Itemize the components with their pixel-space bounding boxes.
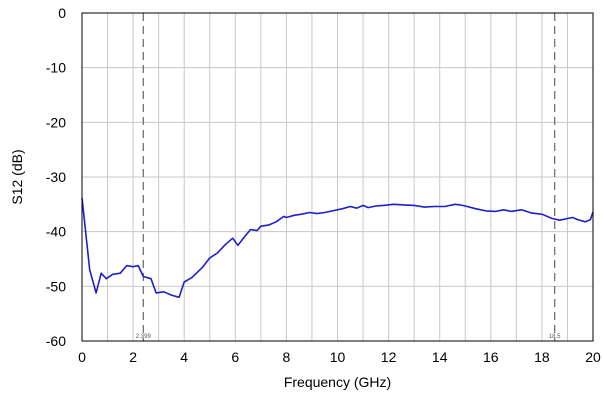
- x-tick-labels: 0 2 4 6 8 10 12 14 16 18 20: [78, 349, 601, 365]
- x-tick-label: 0: [78, 349, 86, 365]
- x-tick-label: 16: [483, 349, 499, 365]
- y-axis-label: S12 (dB): [9, 149, 25, 204]
- marker-label: 18.5: [549, 334, 561, 340]
- grid: [82, 13, 593, 341]
- series-line: [81, 197, 594, 299]
- frequency-markers: 2.399 18.5: [136, 13, 561, 341]
- x-tick-label: 4: [180, 349, 188, 365]
- x-tick-label: 6: [231, 349, 239, 365]
- y-tick-label: -40: [46, 224, 66, 240]
- plot-border: [81, 12, 594, 342]
- x-tick-label: 20: [585, 349, 601, 365]
- y-tick-label: -50: [46, 278, 66, 294]
- x-tick-label: 14: [432, 349, 448, 365]
- y-tick-labels: 0 -10 -20 -30 -40 -50 -60: [46, 5, 66, 349]
- x-tick-label: 2: [129, 349, 137, 365]
- x-tick-label: 12: [381, 349, 397, 365]
- y-tick-label: 0: [58, 5, 66, 21]
- x-tick-label: 10: [330, 349, 346, 365]
- y-tick-label: -30: [46, 169, 66, 185]
- plot-frame: [81, 12, 594, 342]
- x-tick-label: 8: [283, 349, 291, 365]
- series-layer: [81, 197, 594, 299]
- x-tick-label: 18: [534, 349, 550, 365]
- marker-label: 2.399: [136, 334, 152, 340]
- y-tick-label: -60: [46, 333, 66, 349]
- y-tick-label: -20: [46, 114, 66, 130]
- y-tick-label: -10: [46, 60, 66, 76]
- x-axis-label: Frequency (GHz): [284, 374, 391, 390]
